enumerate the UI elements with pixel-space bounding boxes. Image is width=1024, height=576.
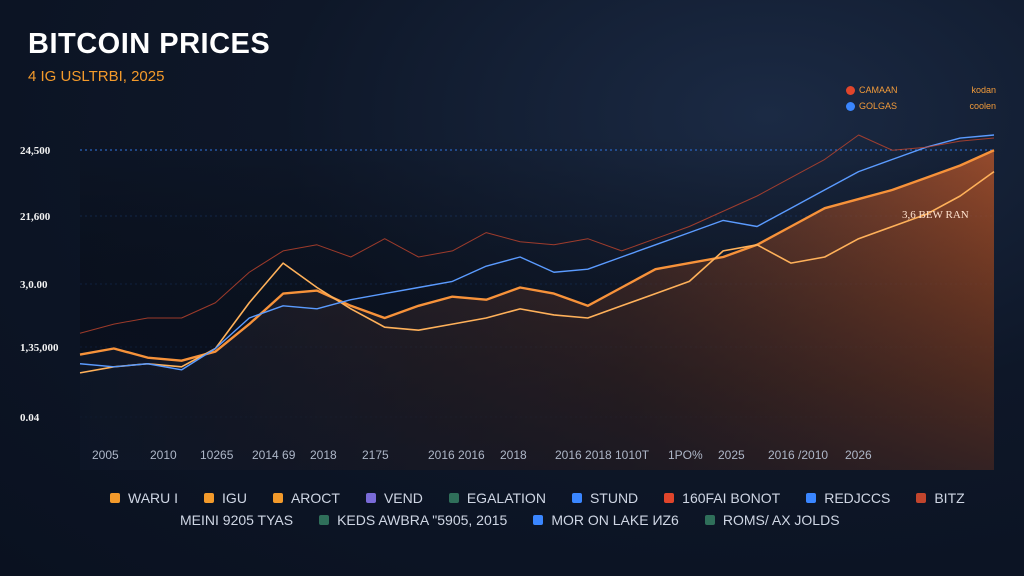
x-tick-label: 2025: [718, 448, 745, 462]
legend-item: BITZ: [916, 490, 965, 506]
x-tick-label: 1010T: [615, 448, 650, 462]
x-tick-label: 2018: [310, 448, 337, 462]
legend-item: MEINI 9205 TYAS: [180, 512, 293, 528]
x-tick-label: 2016 2016: [428, 448, 485, 462]
legend-label: WARU I: [128, 490, 179, 506]
x-tick-label: 2016 /2010: [768, 448, 828, 462]
legend-item: KEDS AWBRA "5905, 2015: [319, 512, 507, 528]
top-legend-label: GOLGAS: [859, 101, 898, 111]
top-legend-right-label: kodan: [971, 85, 996, 95]
legend-label: REDJCCS: [824, 490, 891, 506]
x-tick-label: 2014 69: [252, 448, 296, 462]
top-legend: CAMAAN kodan GOLGAS coolen: [846, 82, 1006, 114]
legend-label: IGU: [222, 490, 247, 506]
legend-label: MOR ON LAKE ИZ6: [551, 512, 679, 528]
series-line: [79, 149, 995, 362]
legend-label: EGALATION: [466, 490, 546, 506]
legend-swatch-icon: [664, 493, 675, 503]
legend-dot-icon: [846, 101, 855, 111]
chart-annotation: 3,6 BEW RAN: [902, 209, 969, 221]
legend-dot-icon: [846, 85, 855, 95]
legend-swatch-icon: [571, 493, 582, 503]
legend-label: KEDS AWBRA "5905, 2015: [337, 512, 508, 528]
legend-label: STUND: [589, 490, 639, 506]
top-legend-label: CAMAAN: [859, 85, 898, 95]
legend-swatch-icon: [272, 493, 283, 503]
area-fade: [80, 135, 994, 470]
x-tick-label: 2026: [845, 448, 872, 462]
series-line: [79, 170, 995, 374]
legend-item: IGU: [204, 490, 247, 506]
legend-swatch-icon: [365, 493, 376, 503]
x-tick-label: 2018: [500, 448, 527, 462]
x-tick-label: 2010: [150, 448, 177, 462]
chart-title: BITCOIN PRICES: [28, 28, 271, 60]
series-layer: [79, 134, 995, 374]
legend-item: REDJCCS: [806, 490, 890, 506]
x-tick-label: 2005: [92, 448, 119, 462]
legend-swatch-icon: [204, 493, 215, 503]
top-legend-right-label: coolen: [969, 101, 996, 111]
legend-label: 160FAI BONOT: [682, 490, 781, 506]
x-tick-label: 1PO%: [668, 448, 703, 462]
legend-label: ROMS/ AX JOLDS: [722, 512, 840, 528]
x-axis-ticks: 2005 2010 10265 2014 69 2018 2175 2016 2016 201…: [92, 448, 872, 462]
legend-item: MOR ON LAKE ИZ6: [533, 512, 679, 528]
legend-swatch-icon: [448, 493, 459, 503]
series-line: [79, 134, 995, 334]
legend-label: BITZ: [934, 490, 965, 506]
bottom-legend: WARU I IGU AROCT VEND EGALATION STUND 16…: [110, 490, 1010, 528]
legend-swatch-icon: [916, 493, 927, 503]
x-tick-label: 10265: [200, 448, 234, 462]
legend-swatch-icon: [110, 493, 120, 503]
y-tick-label: 1,35,000: [20, 342, 59, 354]
legend-swatch-icon: [806, 493, 817, 503]
y-tick-label: 0.04: [20, 412, 40, 424]
top-legend-row: CAMAAN kodan: [846, 82, 1006, 98]
legend-label: AROCT: [290, 490, 340, 506]
y-tick-label: 21,600: [20, 211, 51, 223]
y-axis-ticks: 24,500 21,600 3,0.00 1,35,000 0.04: [20, 145, 59, 424]
legend-item: 160FAI BONOT: [664, 490, 780, 506]
legend-swatch-icon: [319, 515, 330, 525]
x-tick-label: 2175: [362, 448, 389, 462]
series-line: [79, 134, 995, 371]
y-tick-label: 3,0.00: [20, 279, 48, 291]
y-tick-label: 24,500: [20, 145, 51, 157]
legend-swatch-icon: [704, 515, 715, 525]
legend-label: MEINI 9205 TYAS: [180, 512, 294, 528]
legend-item: STUND: [571, 490, 639, 506]
chart-subtitle: 4 IG USLTRBI, 2025: [28, 68, 165, 85]
x-tick-label: 2016 2018: [555, 448, 612, 462]
area-layer: [80, 135, 994, 470]
legend-item: EGALATION: [448, 490, 546, 506]
legend-item: VEND: [365, 490, 423, 506]
legend-swatch-icon: [533, 515, 544, 525]
legend-item: AROCT: [272, 490, 340, 506]
top-legend-row: GOLGAS coolen: [846, 98, 1006, 114]
legend-label: VEND: [383, 490, 423, 506]
legend-item: ROMS/ AX JOLDS: [704, 512, 840, 528]
legend-item: WARU I: [110, 490, 178, 506]
